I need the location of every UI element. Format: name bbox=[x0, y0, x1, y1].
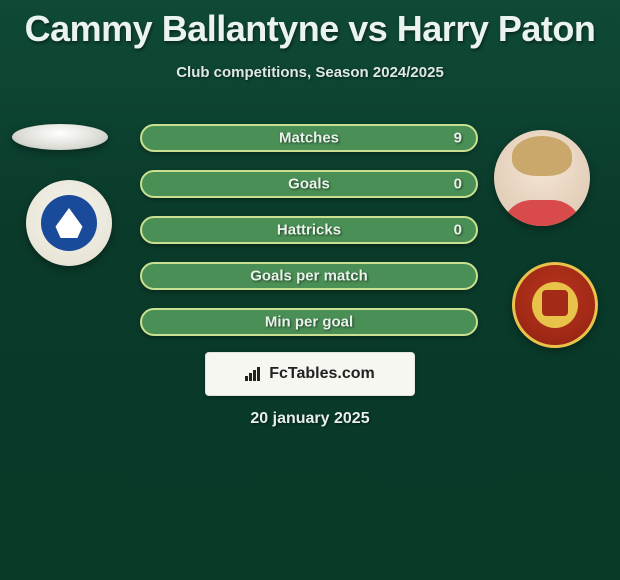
club-badge-icon bbox=[532, 282, 578, 328]
shield-icon bbox=[41, 195, 97, 251]
right-player-avatar bbox=[494, 130, 590, 226]
stat-label: Min per goal bbox=[142, 314, 476, 331]
stat-bar: Goals 0 bbox=[140, 170, 478, 198]
stat-bar: Matches 9 bbox=[140, 124, 478, 152]
brand-text: FcTables.com bbox=[269, 365, 375, 383]
stat-bars: Matches 9 Goals 0 Hattricks 0 Goals per … bbox=[140, 124, 478, 336]
subtitle: Club competitions, Season 2024/2025 bbox=[0, 64, 620, 81]
stat-label: Hattricks bbox=[142, 222, 476, 239]
stat-label: Goals bbox=[142, 176, 476, 193]
stat-bar: Min per goal bbox=[140, 308, 478, 336]
bar-chart-icon bbox=[245, 367, 263, 381]
brand-badge: FcTables.com bbox=[205, 352, 415, 396]
comparison-card: Cammy Ballantyne vs Harry Paton Club com… bbox=[0, 0, 620, 580]
stat-value: 0 bbox=[454, 222, 462, 239]
stat-value: 9 bbox=[454, 130, 462, 147]
left-player-avatar bbox=[12, 124, 108, 150]
page-title: Cammy Ballantyne vs Harry Paton bbox=[0, 0, 620, 50]
stat-bar: Hattricks 0 bbox=[140, 216, 478, 244]
left-club-crest bbox=[26, 180, 112, 266]
stat-label: Matches bbox=[142, 130, 476, 147]
right-club-crest bbox=[512, 262, 598, 348]
date-line: 20 january 2025 bbox=[0, 410, 620, 428]
stat-label: Goals per match bbox=[142, 268, 476, 285]
stat-value: 0 bbox=[454, 176, 462, 193]
stat-bar: Goals per match bbox=[140, 262, 478, 290]
